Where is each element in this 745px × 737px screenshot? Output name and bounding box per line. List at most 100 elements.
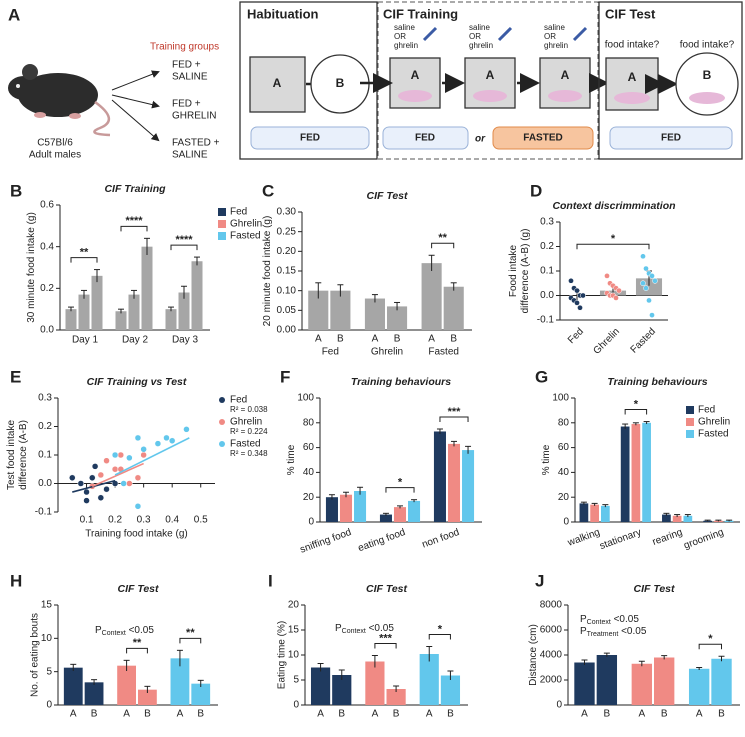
bar — [115, 311, 127, 330]
x-tick-label: sniffing food — [299, 527, 353, 556]
chart-title: CIF Training vs Test — [87, 376, 187, 388]
bar — [642, 422, 651, 522]
bar — [387, 306, 408, 330]
stage-title: CIF Test — [605, 6, 656, 21]
bar — [683, 515, 693, 522]
data-point — [103, 457, 110, 464]
legend-r2: R² = 0.348 — [230, 449, 268, 458]
strain: Adult males — [29, 150, 81, 161]
y-tick-label: 0.0 — [38, 478, 52, 489]
group-label: SALINE — [172, 150, 208, 161]
bar — [165, 309, 177, 330]
bar — [447, 443, 461, 522]
x-tick-label: Day 2 — [122, 335, 149, 346]
data-point — [83, 488, 90, 496]
bar-label: B — [338, 709, 345, 720]
state: FED — [661, 133, 681, 144]
state: FASTED — [523, 133, 562, 144]
bar — [600, 505, 610, 522]
bar — [141, 246, 153, 330]
injection-label: OR — [544, 32, 556, 41]
bar — [631, 663, 652, 705]
data-point — [91, 463, 99, 470]
significance-label: * — [438, 623, 443, 635]
y-tick-label: 6000 — [540, 625, 563, 636]
bar — [364, 298, 385, 330]
significance-bracket — [374, 643, 397, 649]
data-point — [126, 454, 133, 462]
annotation-rest: <0.05 — [611, 614, 640, 625]
panel-letter: B — [10, 181, 22, 200]
bar-label: B — [337, 334, 344, 345]
context: B — [336, 76, 345, 90]
y-axis-label: % time — [286, 444, 297, 475]
data-point — [154, 440, 162, 447]
y-tick-label: 40 — [558, 467, 570, 478]
legend-label: Ghrelin — [230, 417, 262, 428]
bar-label: A — [123, 709, 130, 720]
fit-line — [91, 462, 144, 488]
significance-bracket — [179, 637, 202, 644]
data-point — [574, 300, 580, 306]
chart-title: CIF Test — [117, 583, 159, 595]
y-tick-label: 0.2 — [38, 421, 52, 432]
bar-label: A — [70, 709, 77, 720]
y-tick-label: 10 — [288, 650, 300, 661]
legend-label: Fasted — [230, 439, 261, 450]
y-tick-label: 0.30 — [277, 207, 297, 218]
annotation: PTreatment <0.05 — [580, 626, 647, 638]
annotation-rest: <0.05 — [126, 625, 155, 636]
x-tick-label: walking — [566, 527, 602, 549]
y-tick-label: -0.1 — [537, 315, 555, 326]
injection-label: OR — [394, 32, 406, 41]
bar — [84, 682, 104, 705]
y-tick-label: 0 — [563, 517, 569, 528]
y-axis-label: difference (A-B) — [18, 420, 29, 490]
data-point — [616, 287, 622, 294]
panel-letter: F — [280, 367, 290, 386]
x-tick-label: Fed — [566, 326, 586, 346]
state: FED — [300, 133, 320, 144]
stage-box — [598, 1, 743, 160]
data-point — [646, 297, 652, 304]
context: A — [628, 70, 637, 84]
bar — [325, 497, 338, 522]
panel-letter: A — [8, 5, 20, 24]
x-tick-label: Fasted — [629, 326, 658, 355]
panel-letter: I — [268, 571, 273, 590]
bar — [78, 294, 90, 330]
legend-label: Fed — [698, 405, 715, 416]
y-tick-label: 0.4 — [40, 241, 54, 252]
y-tick-label: 0.00 — [277, 325, 297, 336]
y-tick-label: -0.1 — [35, 507, 53, 518]
data-point — [643, 285, 649, 291]
y-tick-label: 8000 — [540, 600, 563, 611]
y-tick-label: 80 — [303, 417, 315, 428]
group-label: FASTED + — [172, 138, 220, 149]
data-point — [126, 480, 133, 487]
legend-label: Fed — [230, 207, 247, 218]
bar — [596, 655, 618, 705]
chart-title: CIF Test — [633, 583, 675, 595]
bar — [711, 658, 732, 705]
bar-label: A — [696, 709, 703, 720]
bar — [354, 491, 367, 522]
group-label: FED + — [172, 60, 201, 71]
significance-label: ** — [133, 637, 142, 649]
y-tick-label: 5 — [46, 666, 52, 677]
chart-title: Context discrimmination — [552, 200, 675, 212]
data-point — [577, 304, 583, 311]
x-tick-label: Fasted — [428, 347, 459, 358]
annotation-main: P — [95, 625, 102, 636]
y-axis-label: No. of eating bouts — [29, 613, 40, 697]
context: A — [486, 68, 495, 82]
significance-label: ** — [80, 246, 89, 258]
y-axis-label: % time — [541, 444, 552, 475]
groups-title: Training groups — [150, 42, 219, 53]
bar — [178, 292, 190, 330]
bar — [590, 504, 599, 522]
bar-label: B — [450, 334, 457, 345]
bar — [393, 507, 407, 522]
panel-letter: G — [535, 367, 548, 386]
significance-bracket — [120, 225, 148, 232]
